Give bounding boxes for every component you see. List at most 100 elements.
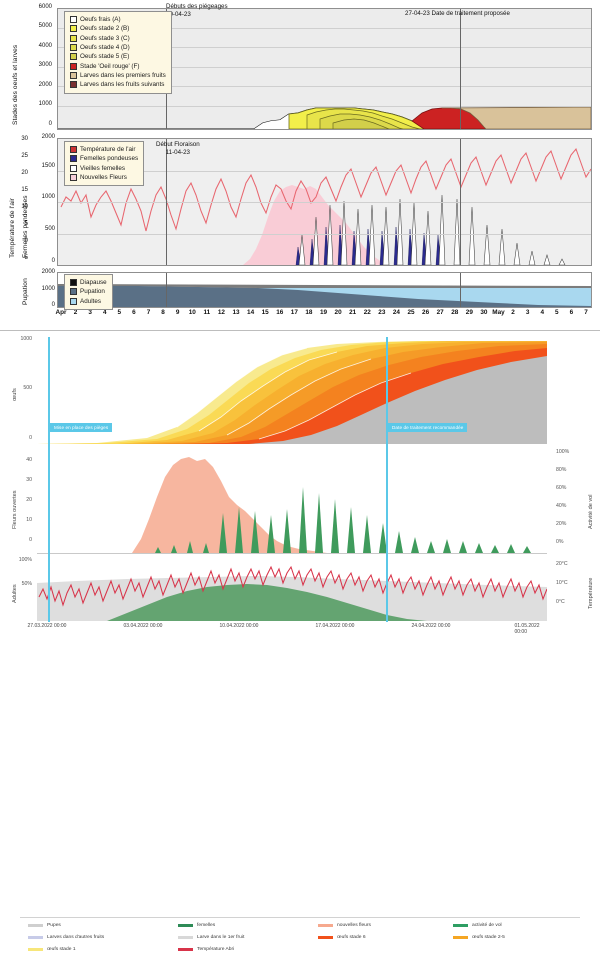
- legend-item: Adultes: [70, 297, 107, 306]
- x-tick-top: 20: [334, 309, 342, 316]
- panel-eggs-larvae: [57, 8, 592, 130]
- legend-item: œufs stade 2-5: [453, 935, 505, 940]
- swatch-oeufs-stade-3: [70, 34, 77, 42]
- gridline-piegeages-c: [166, 273, 167, 307]
- bytick-fl-4: 0: [29, 537, 32, 543]
- bytickR-av-4: 20%: [556, 521, 567, 527]
- x-tick-top: 16: [276, 309, 284, 316]
- bytickR-av-0: 100%: [556, 449, 570, 455]
- legend-item: Oeufs frais (A): [70, 15, 166, 24]
- panel-eggs-modern: [37, 339, 547, 444]
- bytickR-av-2: 60%: [556, 485, 567, 491]
- bytickR-av-5: 0%: [556, 539, 564, 545]
- ytick-a-3: 3000: [38, 62, 52, 68]
- swatch-femelles: [178, 924, 193, 927]
- x-tick-top: 9: [175, 309, 180, 316]
- x-tick-top: 18: [305, 309, 313, 316]
- legend-item: Diapause: [70, 278, 107, 287]
- swatch-larve-1er-fruit: [178, 936, 193, 939]
- x-tick-top: 2: [511, 309, 515, 316]
- bytick-eggs-1: 500: [23, 385, 32, 391]
- x-tick-bottom: 24.04.2022 00:00: [411, 623, 451, 629]
- x-tick-top: 21: [349, 309, 357, 316]
- swatch-oeufs-stade-2-5: [453, 936, 468, 939]
- panel-flowers-flight: [37, 449, 547, 554]
- legend-pupation: Diapause Pupation Adultes: [64, 274, 113, 310]
- swatch-oeufs-stade-5: [70, 53, 77, 61]
- x-tick-top: 8: [161, 309, 165, 316]
- legend-item: Larve dans le 1er fruit: [178, 935, 244, 940]
- pupation-stack: [58, 284, 591, 307]
- gridline-traitement-b: [460, 139, 461, 265]
- swatch-pupes: [28, 924, 43, 927]
- legend-item: Nouvelles Fleurs: [70, 173, 138, 182]
- bytick-fl-2: 20: [26, 497, 32, 503]
- x-axis-bottom: 27.03.2022 00:00 03.04.2022 00:00 10.04.20…: [28, 623, 547, 635]
- classic-model-section: Stades des oeufs et larves 6000 5000 400…: [0, 0, 600, 330]
- x-tick-bottom: 17.04.2022 00:00: [315, 623, 355, 629]
- ytick-fem-2: 1000: [41, 194, 55, 200]
- axis-label-temperature-modern: Température: [588, 577, 594, 609]
- ytick-temp-5: 5: [24, 221, 28, 227]
- x-tick-top: 14: [247, 309, 255, 316]
- x-tick-top: 30: [480, 309, 488, 316]
- x-tick-top: 6: [132, 309, 136, 316]
- x-tick-top: 17: [290, 309, 298, 316]
- bytick-fl-0: 40: [26, 457, 32, 463]
- panel-pupation: [57, 272, 592, 308]
- x-tick-top: 3: [525, 309, 530, 316]
- modern-model-section: œufs 1000 500 0: [0, 330, 600, 952]
- panel-adults-temperature: [37, 559, 548, 622]
- x-axis-top: Apr 2 3 4 5 6 7 8 9 10 11 12 13 14 15 16 17 18 19 20 21 22 23 2…: [55, 308, 592, 322]
- bytickR-av-1: 80%: [556, 467, 567, 473]
- x-tick-top: 5: [117, 309, 122, 316]
- swatch-oeufs-stade-4: [70, 44, 77, 52]
- x-tick-top: 28: [451, 309, 459, 316]
- bytick-fl-3: 10: [26, 517, 32, 523]
- x-tick-top: 4: [102, 309, 107, 316]
- marker-line-pieges[interactable]: [48, 337, 50, 622]
- gridline-traitement-a: [460, 9, 461, 129]
- ytick-temp-6: 0: [24, 238, 28, 244]
- x-tick-top: 15: [261, 309, 269, 316]
- x-tick-top: 13: [232, 309, 240, 316]
- x-tick-top: 11: [203, 309, 211, 316]
- legend-item: œufs stade 6: [318, 935, 366, 940]
- swatch-nouvelles-fleurs: [70, 174, 77, 182]
- axis-label-pupation: Pupation: [22, 278, 29, 305]
- bytickR-av-3: 40%: [556, 503, 567, 509]
- ytick-temp-1: 25: [21, 153, 28, 159]
- x-tick-bottom: 01.05.2022 00:00: [514, 623, 540, 635]
- swatch-activite-de-vol: [453, 924, 468, 927]
- legend-item: Oeufs stade 4 (D): [70, 43, 166, 52]
- marker-line-traitement[interactable]: [386, 337, 388, 622]
- axis-label-activite-de-vol: Activité de vol: [588, 494, 594, 529]
- legend-item: Température de l'air: [70, 145, 138, 154]
- gridline-floraison: [166, 139, 167, 265]
- x-tick-top: 25: [407, 309, 415, 316]
- marker-label-traitement[interactable]: Date de traitement recommandée: [388, 423, 468, 432]
- legend-item: Oeufs stade 5 (E): [70, 52, 166, 61]
- ytick-fem-1: 1500: [41, 163, 55, 169]
- ytick-fem-0: 2000: [41, 134, 55, 140]
- flowers-flight-plot: [132, 457, 531, 553]
- x-tick-top: 12: [217, 309, 225, 316]
- ytick-temp-7: -5: [22, 255, 28, 261]
- legend-item: Stade 'Oeil rouge' (F): [70, 62, 166, 71]
- bytick-eggs-0: 1000: [20, 336, 32, 342]
- legend-modern-model: Pupes femelles nouvelles fleurs activité…: [28, 923, 588, 957]
- marker-label-pieges[interactable]: Mise en place des pièges: [50, 423, 113, 432]
- ytick-pup-0: 2000: [41, 269, 55, 275]
- swatch-temperature-air: [70, 146, 77, 154]
- bytick-eggs-2: 0: [29, 435, 32, 441]
- ytick-fem-3: 500: [44, 226, 55, 232]
- ytick-temp-4: 10: [21, 204, 28, 210]
- swatch-oeufs-frais: [70, 16, 77, 24]
- eggs-stacked-area: [37, 341, 547, 444]
- legend-item: activité de vol: [453, 923, 502, 928]
- x-tick-bottom: 03.04.2022 00:00: [123, 623, 163, 629]
- legend-item: nouvelles fleurs: [318, 923, 371, 928]
- x-tick-top: 22: [363, 309, 371, 316]
- x-tick-bottom: 27.03.2022 00:00: [27, 623, 67, 629]
